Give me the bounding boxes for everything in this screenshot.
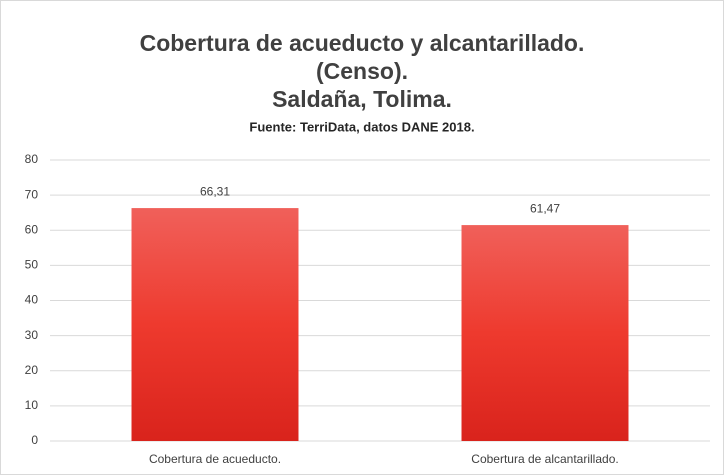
chart-title: (Censo). <box>316 58 408 84</box>
y-tick-label: 0 <box>31 433 38 447</box>
bar <box>461 225 629 441</box>
y-tick-label: 30 <box>25 328 39 342</box>
x-tick-label: Cobertura de alcantarillado. <box>471 452 618 466</box>
data-label: 61,47 <box>530 201 560 215</box>
chart-title: Saldaña, Tolima. <box>272 86 452 112</box>
y-tick-label: 80 <box>25 152 39 166</box>
y-tick-label: 50 <box>25 258 39 272</box>
y-tick-label: 20 <box>25 363 39 377</box>
x-tick-label: Cobertura de acueducto. <box>149 452 281 466</box>
y-tick-label: 40 <box>25 293 39 307</box>
chart-title: Cobertura de acueducto y alcantarillado. <box>140 30 585 56</box>
y-tick-label: 70 <box>25 187 39 201</box>
y-tick-label: 10 <box>25 398 39 412</box>
chart-subtitle: Fuente: TerriData, datos DANE 2018. <box>249 119 474 134</box>
data-label: 66,31 <box>200 184 230 198</box>
y-tick-label: 60 <box>25 222 39 236</box>
bar <box>131 208 299 441</box>
